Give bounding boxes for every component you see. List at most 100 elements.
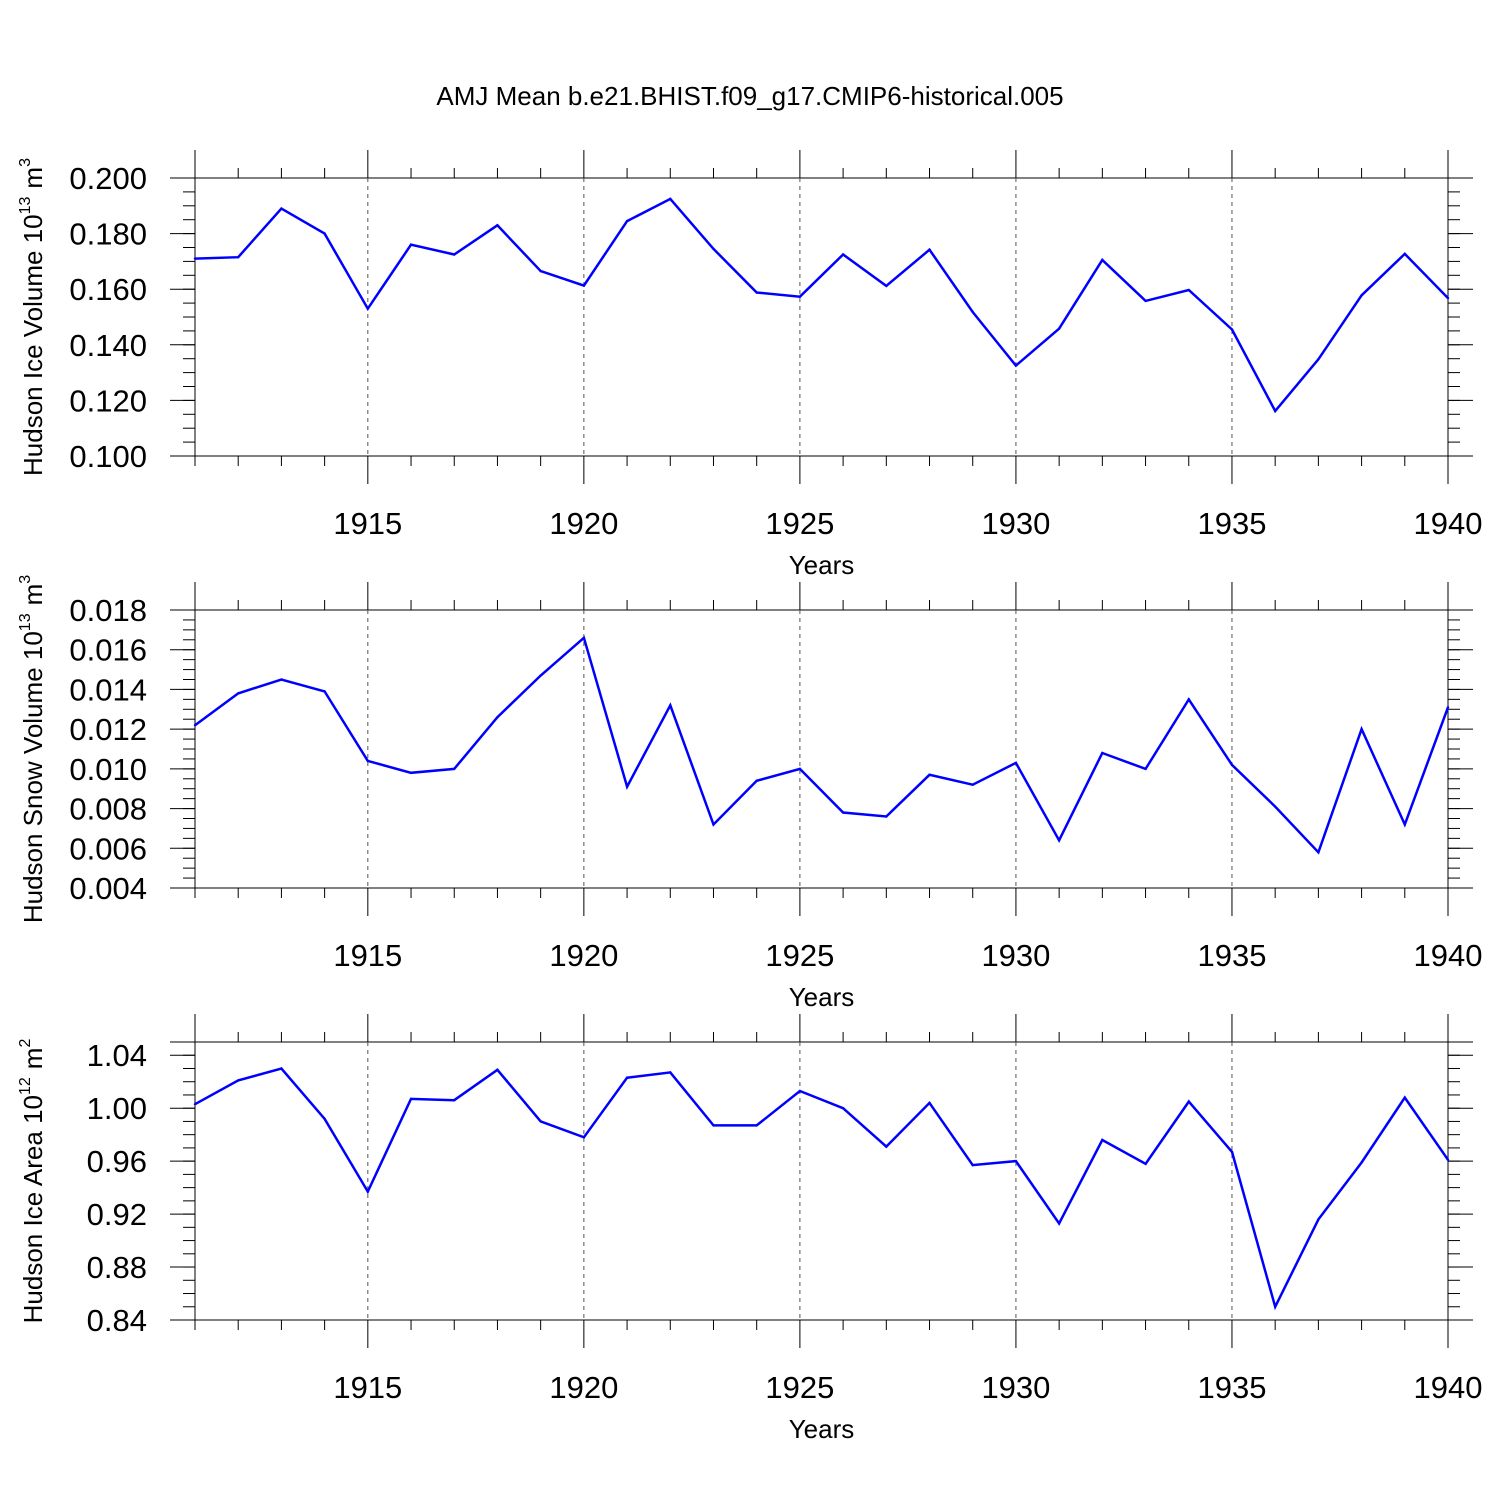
x-axis-label: Years <box>789 550 855 580</box>
data-point <box>496 1068 499 1072</box>
x-tick-label: 1940 <box>1414 506 1483 541</box>
y-axis-label-exponent: 13 <box>17 613 34 631</box>
x-tick-label: 1915 <box>333 938 402 973</box>
data-point <box>366 1190 370 1193</box>
data-point <box>409 1097 413 1101</box>
data-point <box>1360 294 1363 297</box>
data-point <box>885 815 888 818</box>
data-point <box>1230 328 1234 331</box>
y-tick-label: 0.160 <box>69 272 147 307</box>
panel-1: 0.100 0.120 0.140 0.160 0.180 0.200 1915 1920 19… <box>17 150 1482 580</box>
data-point <box>928 248 931 251</box>
data-point <box>582 284 586 287</box>
y-tick-label: 0.016 <box>69 633 147 668</box>
x-axis-label: Years <box>789 1414 855 1444</box>
data-point <box>453 767 456 771</box>
data-point <box>798 295 802 298</box>
data-point <box>928 1101 931 1105</box>
y-tick-label: 0.012 <box>69 712 147 747</box>
y-axis-label-main: Hudson Ice Area 10 <box>18 1095 48 1323</box>
data-point <box>625 1076 629 1079</box>
data-point <box>625 785 629 788</box>
y-axis-label-unit-exponent: 3 <box>17 158 34 167</box>
data-point <box>1187 1100 1190 1103</box>
data-point <box>1446 706 1450 709</box>
data-point <box>755 779 758 782</box>
data-point <box>237 692 240 695</box>
data-point <box>755 291 758 294</box>
y-axis-label-unit: m <box>18 584 48 606</box>
data-point <box>625 219 629 223</box>
data-point <box>582 1136 586 1139</box>
data-point <box>1057 1222 1061 1225</box>
data-point <box>539 269 542 273</box>
data-point <box>1187 288 1190 292</box>
y-tick-label: 0.140 <box>69 328 147 363</box>
y-tick-label: 0.200 <box>69 161 147 196</box>
data-point <box>1446 296 1450 300</box>
data-point <box>1317 358 1320 361</box>
data-point <box>1187 698 1190 701</box>
data-point <box>669 197 672 201</box>
data-point <box>539 1120 542 1123</box>
data-point <box>1403 252 1406 256</box>
data-point <box>971 310 974 314</box>
x-tick-label: 1925 <box>765 938 834 973</box>
y-tick-label: 0.92 <box>87 1197 147 1232</box>
data-point <box>1144 1162 1147 1165</box>
data-point <box>669 704 672 707</box>
y-axis-label-main: Hudson Ice Volume 10 <box>18 214 48 476</box>
y-tick-label: 0.006 <box>69 831 147 866</box>
data-point <box>453 1099 456 1102</box>
data-point <box>1014 364 1018 367</box>
data-point <box>885 1145 888 1148</box>
data-point <box>453 253 456 256</box>
data-point <box>1101 258 1104 262</box>
data-point <box>193 1103 197 1106</box>
x-tick-label: 1940 <box>1414 938 1483 973</box>
x-axis-label: Years <box>789 982 855 1012</box>
data-point <box>1317 1218 1320 1221</box>
data-point <box>1403 823 1406 826</box>
data-point <box>1057 327 1061 330</box>
data-point <box>1230 763 1234 767</box>
y-axis-label-unit: m <box>18 1048 48 1070</box>
data-point <box>1360 1161 1363 1164</box>
figure-title: AMJ Mean b.e21.BHIST.f09_g17.CMIP6-histo… <box>436 81 1063 111</box>
data-point <box>539 674 542 677</box>
x-tick-label: 1925 <box>765 1370 834 1405</box>
data-point <box>928 773 931 777</box>
y-axis-label: Hudson Ice Area 1012 m2 <box>17 1039 48 1324</box>
data-point <box>409 771 413 775</box>
data-point <box>366 759 370 763</box>
data-point <box>280 207 283 210</box>
data-point <box>193 257 197 260</box>
data-point <box>237 1079 240 1082</box>
data-point <box>1273 409 1277 413</box>
x-tick-label: 1935 <box>1197 1370 1266 1405</box>
data-point <box>1317 851 1320 854</box>
y-axis-label-unit-exponent: 3 <box>17 575 34 584</box>
y-tick-label: 0.120 <box>69 383 147 418</box>
y-tick-label: 0.008 <box>69 792 147 827</box>
data-point <box>841 253 845 256</box>
y-tick-label: 0.100 <box>69 439 147 474</box>
y-tick-label: 0.96 <box>87 1144 147 1179</box>
data-point <box>1014 1159 1018 1163</box>
data-point <box>1273 1305 1277 1308</box>
y-axis-label-unit-exponent: 2 <box>17 1039 34 1048</box>
x-tick-label: 1915 <box>333 1370 402 1405</box>
y-tick-label: 0.010 <box>69 752 147 787</box>
data-point <box>712 247 715 251</box>
x-tick-label: 1930 <box>981 938 1050 973</box>
data-point <box>1273 805 1277 808</box>
y-tick-label: 0.014 <box>69 672 147 707</box>
data-point <box>755 1124 758 1127</box>
x-tick-label: 1920 <box>549 1370 618 1405</box>
data-point <box>193 723 197 727</box>
x-tick-label: 1930 <box>981 506 1050 541</box>
y-tick-label: 0.180 <box>69 217 147 252</box>
data-point <box>1144 767 1147 771</box>
